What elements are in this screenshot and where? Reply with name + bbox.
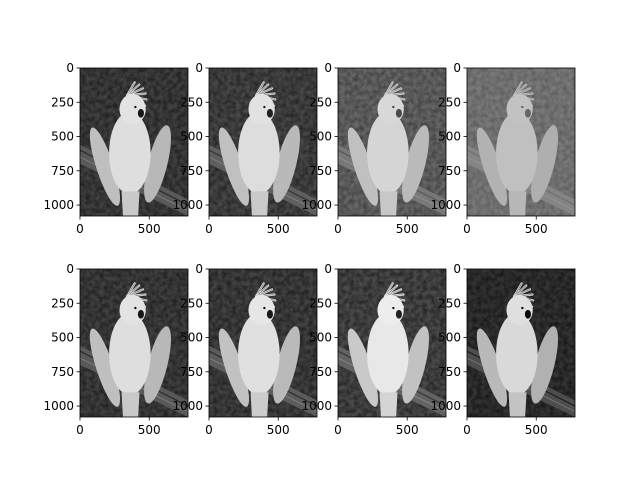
y-tick-label: 1000: [301, 198, 332, 212]
y-tick-label: 750: [51, 365, 74, 379]
cockatoo-image: [467, 269, 575, 417]
y-tick-label: 500: [438, 331, 461, 345]
cockatoo-image: [209, 269, 317, 417]
x-tick-label: 0: [205, 222, 213, 236]
axes-frame: [466, 268, 576, 418]
x-tick-label: 500: [396, 222, 419, 236]
cockatoo-image: [338, 269, 446, 417]
y-tick-label: 0: [195, 61, 203, 75]
y-tick-label: 750: [309, 365, 332, 379]
y-tick-label: 750: [438, 365, 461, 379]
y-tick-label: 500: [180, 331, 203, 345]
y-tick-label: 1000: [430, 198, 461, 212]
y-tick-label: 250: [51, 296, 74, 310]
y-tick-label: 250: [438, 95, 461, 109]
x-tick-label: 0: [334, 423, 342, 437]
y-tick-label: 250: [180, 296, 203, 310]
axes-frame: [79, 67, 189, 217]
x-tick-label: 0: [463, 423, 471, 437]
cockatoo-image: [209, 68, 317, 216]
axes-frame: [466, 67, 576, 217]
y-tick-label: 250: [309, 95, 332, 109]
x-tick-label: 500: [396, 423, 419, 437]
axes-frame: [79, 268, 189, 418]
y-tick-label: 250: [309, 296, 332, 310]
y-tick-label: 500: [180, 130, 203, 144]
x-tick-label: 0: [463, 222, 471, 236]
y-tick-label: 1000: [172, 399, 203, 413]
x-tick-label: 0: [76, 423, 84, 437]
y-tick-label: 0: [66, 61, 74, 75]
axes-frame: [208, 67, 318, 217]
x-tick-label: 0: [205, 423, 213, 437]
y-tick-label: 1000: [43, 198, 74, 212]
y-tick-label: 250: [180, 95, 203, 109]
axes-frame: [337, 268, 447, 418]
x-tick-label: 500: [525, 423, 548, 437]
x-tick-label: 500: [138, 423, 161, 437]
x-tick-label: 500: [525, 222, 548, 236]
cockatoo-image: [467, 68, 575, 216]
cockatoo-image: [338, 68, 446, 216]
y-tick-label: 1000: [43, 399, 74, 413]
x-tick-label: 500: [267, 222, 290, 236]
y-tick-label: 250: [438, 296, 461, 310]
y-tick-label: 1000: [172, 198, 203, 212]
y-tick-label: 750: [180, 365, 203, 379]
y-tick-label: 750: [51, 164, 74, 178]
y-tick-label: 750: [438, 164, 461, 178]
y-tick-label: 500: [438, 130, 461, 144]
y-tick-label: 0: [195, 262, 203, 276]
y-tick-label: 750: [180, 164, 203, 178]
y-tick-label: 1000: [301, 399, 332, 413]
y-tick-label: 500: [51, 130, 74, 144]
x-tick-label: 0: [334, 222, 342, 236]
y-tick-label: 0: [453, 262, 461, 276]
y-tick-label: 500: [309, 130, 332, 144]
y-tick-label: 500: [309, 331, 332, 345]
axes-frame: [208, 268, 318, 418]
y-tick-label: 500: [51, 331, 74, 345]
cockatoo-image: [80, 269, 188, 417]
x-tick-label: 0: [76, 222, 84, 236]
y-tick-label: 0: [324, 61, 332, 75]
y-tick-label: 0: [453, 61, 461, 75]
y-tick-label: 0: [324, 262, 332, 276]
y-tick-label: 0: [66, 262, 74, 276]
y-tick-label: 1000: [430, 399, 461, 413]
x-tick-label: 500: [267, 423, 290, 437]
axes-frame: [337, 67, 447, 217]
y-tick-label: 250: [51, 95, 74, 109]
x-tick-label: 500: [138, 222, 161, 236]
y-tick-label: 750: [309, 164, 332, 178]
cockatoo-image: [80, 68, 188, 216]
